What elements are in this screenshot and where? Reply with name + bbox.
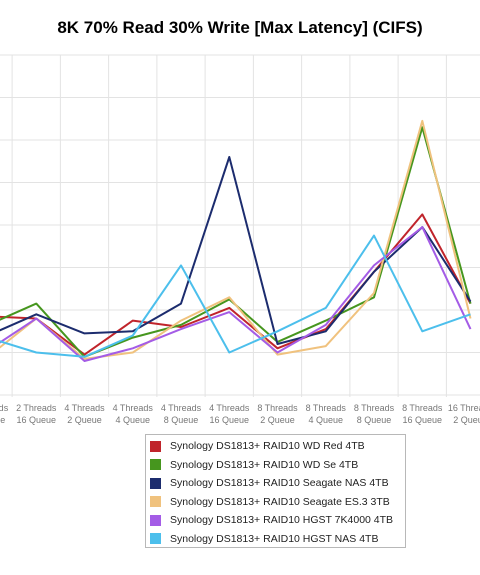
legend-swatch [150,477,161,489]
x-tick-label-queue: 8 Queue [357,415,392,425]
x-tick-label-queue: 16 Queue [209,415,249,425]
legend-swatch [150,496,161,508]
legend: Synology DS1813+ RAID10 WD Red 4TB Synolo… [145,434,406,548]
series-group [0,119,472,362]
legend-item: Synology DS1813+ RAID10 HGST NAS 4TB [146,530,405,549]
legend-swatch [150,440,161,452]
series-line-4 [0,119,472,360]
legend-label: Synology DS1813+ RAID10 Seagate ES.3 3TB [170,495,390,508]
x-tick-label-queue: 8 Queue [164,415,199,425]
legend-label: Synology DS1813+ RAID10 Seagate NAS 4TB [170,477,389,490]
legend-label: Synology DS1813+ RAID10 WD Red 4TB [170,440,365,453]
legend-label: Synology DS1813+ RAID10 HGST 7K4000 4TB [170,514,394,527]
x-tick-label-threads: 16 Threads [448,403,480,413]
x-tick-label-threads: 8 Threads [354,403,395,413]
x-tick-label-queue: 2 Queue [260,415,295,425]
x-tick-label-queue: 2 Queue [453,415,480,425]
x-tick-label-threads: 2 Threads [0,403,9,413]
series-line-1 [0,213,472,356]
legend-label: Synology DS1813+ RAID10 HGST NAS 4TB [170,532,379,545]
x-tick-label-threads: 4 Threads [113,403,154,413]
series-line-6 [0,234,471,358]
x-axis: 2 Threads 4 Queue 2 Threads 16 Queue 4 Threa… [0,403,480,425]
line-chart: 2 Threads 4 Queue 2 Threads 16 Queue 4 Threa… [0,54,480,425]
x-tick-label-threads: 4 Threads [209,403,250,413]
series-line-3 [0,156,472,345]
x-tick-label-threads: 8 Threads [306,403,347,413]
x-tick-label-queue: 16 Queue [402,415,442,425]
legend-item: Synology DS1813+ RAID10 Seagate NAS 4TB [146,474,405,493]
legend-item: Synology DS1813+ RAID10 WD Se 4TB [146,456,405,475]
legend-label: Synology DS1813+ RAID10 WD Se 4TB [170,458,359,471]
legend-item: Synology DS1813+ RAID10 WD Red 4TB [146,437,405,456]
x-tick-label-queue: 4 Queue [0,415,5,425]
x-tick-label-threads: 8 Threads [257,403,298,413]
series-line-5 [0,226,472,362]
legend-item: Synology DS1813+ RAID10 Seagate ES.3 3TB [146,493,405,512]
x-tick-label-queue: 4 Queue [115,415,150,425]
x-tick-label-threads: 2 Threads [16,403,57,413]
x-tick-label-queue: 4 Queue [308,415,343,425]
legend-item: Synology DS1813+ RAID10 HGST 7K4000 4TB [146,511,405,530]
legend-swatch [150,533,161,545]
chart-title: 8K 70% Read 30% Write [Max Latency] (CIF… [57,18,423,37]
x-tick-label-queue: 2 Queue [67,415,102,425]
x-tick-label-threads: 8 Threads [402,403,443,413]
x-tick-label-queue: 16 Queue [16,415,56,425]
legend-swatch [150,459,161,471]
x-tick-label-threads: 4 Threads [161,403,202,413]
x-tick-label-threads: 4 Threads [64,403,105,413]
legend-swatch [150,514,161,526]
series-line-2 [0,126,472,358]
